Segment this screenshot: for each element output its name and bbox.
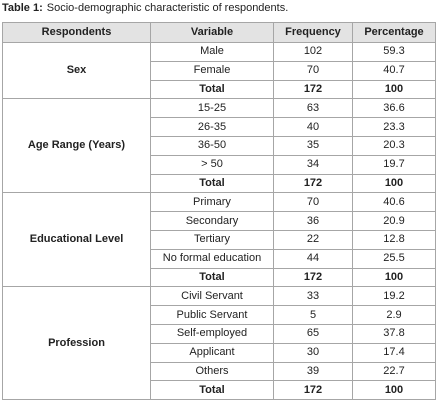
frequency-cell: 34 — [273, 154, 353, 175]
percentage-cell: 59.3 — [352, 42, 436, 62]
frequency-cell: 33 — [273, 286, 353, 307]
caption: Table 1: Socio-demographic characteristic… — [2, 2, 288, 14]
frequency-cell: 22 — [273, 229, 353, 250]
percentage-cell: 37.8 — [352, 323, 436, 344]
variable-cell: Female — [150, 60, 274, 81]
group-cell: Profession — [2, 286, 151, 401]
table-row: Age Range (Years) 15-25 63 36.6 — [2, 98, 436, 194]
variable-cell: Self-employed — [150, 323, 274, 344]
variable-cell: > 50 — [150, 154, 274, 175]
variable-cell: No formal education — [150, 248, 274, 269]
percentage-cell: 40.7 — [352, 60, 436, 81]
percentage-cell: 100 — [352, 267, 436, 288]
variable-cell: Civil Servant — [150, 286, 274, 307]
table-row: 26-35 40 23.3 — [3, 117, 436, 137]
percentage-cell: 100 — [352, 173, 436, 194]
percentage-cell: 19.2 — [352, 286, 436, 307]
percentage-cell: 36.6 — [352, 98, 436, 119]
header-cell: Respondents — [2, 22, 151, 43]
variable-cell: Applicant — [150, 342, 274, 363]
frequency-cell: 172 — [273, 79, 353, 100]
group-cell: Age Range (Years) — [2, 98, 151, 194]
frequency-cell: 5 — [273, 305, 353, 325]
frequency-cell: 44 — [273, 248, 353, 269]
percentage-cell: 2.9 — [352, 305, 436, 325]
frequency-cell: 172 — [273, 267, 353, 288]
table-row: Self-employed 65 37.8 — [3, 323, 436, 344]
frequency-cell: 35 — [273, 135, 353, 156]
frequency-cell: 36 — [273, 211, 353, 231]
frequency-cell: 102 — [273, 42, 353, 62]
table-row: Total 172 100 — [3, 173, 436, 194]
header-row: Respondents Variable Frequency Percentage — [2, 22, 436, 43]
table-row: 36-50 35 20.3 — [3, 135, 436, 156]
table-row: No formal education 44 25.5 — [3, 248, 436, 269]
variable-cell: 15-25 — [150, 98, 274, 119]
variable-cell: Total — [150, 173, 274, 194]
header-cell: Percentage — [352, 22, 436, 43]
caption-label: Table 1: — [2, 2, 43, 14]
frequency-cell: 63 — [273, 98, 353, 119]
table-row: Profession Civil Servant 33 19.2 — [2, 286, 436, 401]
percentage-cell: 20.9 — [352, 211, 436, 231]
percentage-cell: 20.3 — [352, 135, 436, 156]
table-row: Tertiary 22 12.8 — [3, 229, 436, 250]
table-row: Sex Male 102 59.3 — [2, 41, 436, 100]
table-body: Sex Male 102 59.3 Female 70 40.7 Total 172 100 Age… — [2, 41, 436, 401]
variable-cell: 36-50 — [150, 135, 274, 156]
table-row: Total 172 100 — [3, 380, 436, 401]
table-row: > 50 34 19.7 — [3, 154, 436, 175]
percentage-cell: 25.5 — [352, 248, 436, 269]
caption-text: Socio-demographic characteristic of resp… — [46, 2, 289, 14]
frequency-cell: 65 — [273, 323, 353, 344]
percentage-cell: 19.7 — [352, 154, 436, 175]
group-cell: Educational Level — [2, 192, 151, 288]
table-row: Others 39 22.7 — [3, 361, 436, 382]
table-row: Secondary 36 20.9 — [3, 211, 436, 231]
variable-cell: Primary — [150, 192, 274, 213]
percentage-cell: 12.8 — [352, 229, 436, 250]
group-cell: Sex — [2, 41, 151, 100]
frequency-cell: 40 — [273, 117, 353, 137]
percentage-cell: 40.6 — [352, 192, 436, 213]
variable-cell: Total — [150, 79, 274, 100]
variable-cell: Public Servant — [150, 305, 274, 325]
frequency-cell: 70 — [273, 60, 353, 81]
frequency-cell: 70 — [273, 192, 353, 213]
table-row: Applicant 30 17.4 — [3, 342, 436, 363]
variable-cell: 26-35 — [150, 117, 274, 137]
percentage-cell: 100 — [352, 79, 436, 100]
percentage-cell: 17.4 — [352, 342, 436, 363]
variable-cell: Male — [150, 42, 274, 62]
header-cell: Variable — [150, 22, 274, 43]
header-cell: Frequency — [273, 22, 353, 43]
variable-cell: Total — [150, 267, 274, 288]
frequency-cell: 30 — [273, 342, 353, 363]
table-row: Total 172 100 — [3, 79, 436, 100]
frequency-cell: 172 — [273, 380, 353, 401]
variable-cell: Tertiary — [150, 229, 274, 250]
percentage-cell: 22.7 — [352, 361, 436, 382]
table: Respondents Variable Frequency Percentage S… — [2, 22, 436, 401]
frequency-cell: 172 — [273, 173, 353, 194]
variable-cell: Others — [150, 361, 274, 382]
percentage-cell: 23.3 — [352, 117, 436, 137]
variable-cell: Total — [150, 380, 274, 401]
variable-cell: Secondary — [150, 211, 274, 231]
percentage-cell: 100 — [352, 380, 436, 401]
table-row: Educational Level Primary 70 40.6 — [2, 192, 436, 288]
frequency-cell: 39 — [273, 361, 353, 382]
